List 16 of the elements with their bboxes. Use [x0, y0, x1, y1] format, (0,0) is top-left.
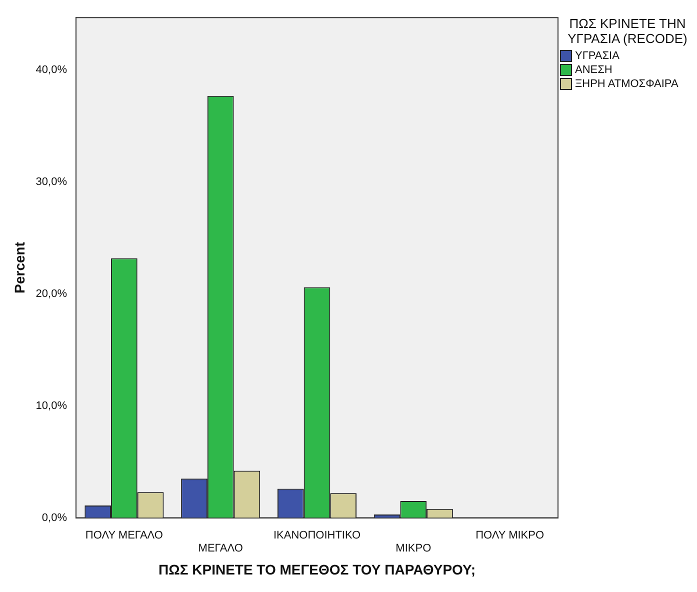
legend-title: ΠΩΣ ΚΡΙΝΕΤΕ ΤΗΝ ΥΓΡΑΣΙΑ (RECODE) — [566, 16, 688, 46]
x-tick-label: ΜΙΚΡΟ — [396, 542, 432, 555]
x-tick-label: ΙΚΑΝΟΠΟΙΗΤΙΚΟ — [273, 529, 361, 542]
legend-label: ΑΝΕΣΗ — [575, 64, 612, 76]
x-tick-label: ΜΕΓΑΛΟ — [198, 542, 244, 555]
y-tick-label: 0,0% — [42, 512, 68, 524]
y-tick-label: 30,0% — [36, 176, 68, 188]
legend-label: ΞΗΡΗ ΑΤΜΟΣΦΑΙΡΑ — [575, 78, 678, 90]
x-tick-label: ΠΟΛΥ ΜΕΓΑΛΟ — [85, 529, 164, 542]
y-tick-label: 20,0% — [36, 288, 68, 300]
x-axis-title: ΠΩΣ ΚΡΙΝΕΤΕ ΤΟ ΜΕΓΕΘΟΣ ΤΟΥ ΠΑΡΑΘΥΡΟΥ; — [158, 561, 476, 578]
y-axis-title: Percent — [11, 242, 28, 294]
y-tick-label: 40,0% — [36, 64, 68, 76]
x-tick-label: ΠΟΛΥ ΜΙΚΡΟ — [476, 529, 544, 542]
y-tick-label: 10,0% — [36, 400, 68, 412]
legend-label: ΥΓΡΑΣΙΑ — [575, 50, 620, 62]
